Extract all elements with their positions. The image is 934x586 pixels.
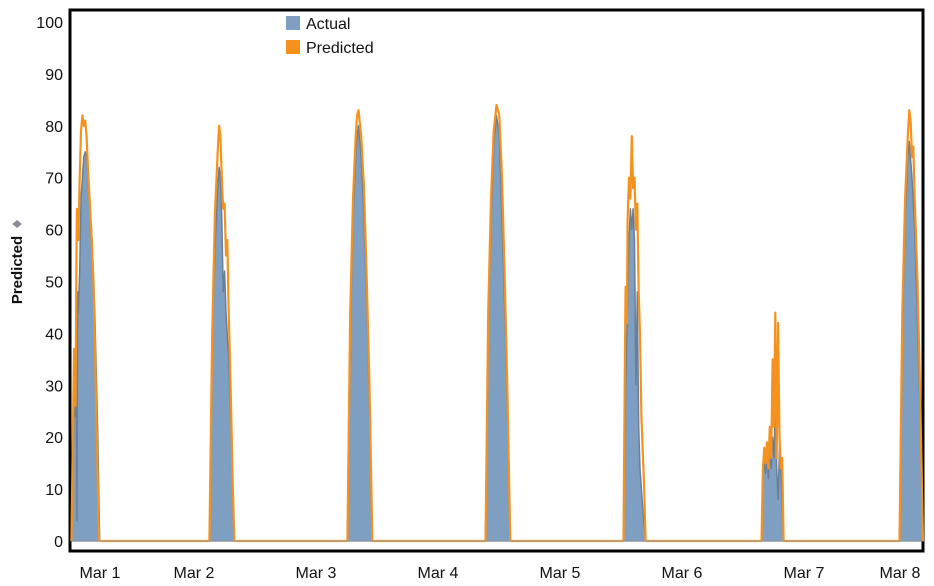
y-tick-label: 10 <box>45 482 63 499</box>
y-tick-label: 20 <box>45 430 63 447</box>
y-tick-label: 90 <box>45 67 63 84</box>
x-tick-label: Mar 2 <box>174 565 215 582</box>
x-axis-ticks: Mar 1 Mar 2 Mar 3 Mar 4 Mar 5 Mar 6 Mar 7 Mar 8 <box>80 565 921 582</box>
x-tick-label: Mar 4 <box>418 565 459 582</box>
y-axis-ticks: 0 10 20 30 40 50 60 70 80 90 100 <box>36 15 63 551</box>
series-layer <box>70 103 925 543</box>
y-tick-label: 50 <box>45 275 63 292</box>
x-tick-label: Mar 5 <box>540 565 581 582</box>
y-tick-label: 30 <box>45 378 63 395</box>
x-tick-label: Mar 1 <box>80 565 121 582</box>
legend-item-actual: Actual <box>286 16 350 33</box>
legend-swatch-predicted <box>286 40 300 54</box>
y-tick-label: 40 <box>45 326 63 343</box>
legend-item-predicted: Predicted <box>286 40 374 57</box>
y-tick-label: 80 <box>45 119 63 136</box>
legend-label-actual: Actual <box>306 16 350 33</box>
y-tick-label: 100 <box>36 15 63 32</box>
legend-swatch-actual <box>286 16 300 30</box>
y-tick-label: 60 <box>45 223 63 240</box>
x-tick-label: Mar 7 <box>784 565 825 582</box>
y-tick-label: 70 <box>45 171 63 188</box>
x-tick-label: Mar 3 <box>296 565 337 582</box>
legend: Actual Predicted <box>286 16 374 57</box>
legend-label-predicted: Predicted <box>306 40 374 57</box>
x-tick-label: Mar 6 <box>662 565 703 582</box>
y-axis-label: Predicted <box>9 236 26 304</box>
y-tick-label: 0 <box>54 534 63 551</box>
x-tick-label: Mar 8 <box>880 565 921 582</box>
y-axis-title: Predicted <box>9 220 26 304</box>
pin-icon <box>12 220 22 228</box>
